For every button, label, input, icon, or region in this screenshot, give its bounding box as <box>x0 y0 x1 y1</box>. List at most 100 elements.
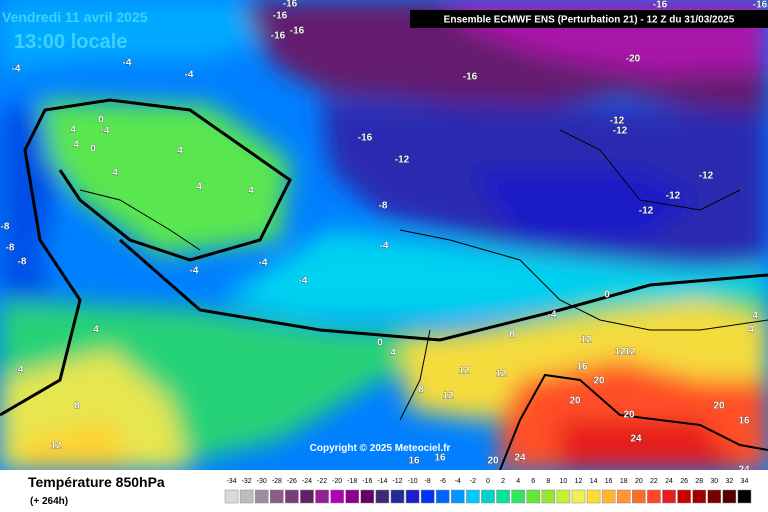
scale-swatch <box>692 489 706 504</box>
contour-label: 4 <box>752 311 758 322</box>
contour-label: -4 <box>123 58 132 69</box>
scale-label: -24 <box>302 478 312 485</box>
contour-label: 24 <box>630 434 642 445</box>
scale-label: -22 <box>317 478 327 485</box>
scale-label: -10 <box>408 478 418 485</box>
scale-swatch <box>285 489 299 504</box>
scale-swatch <box>571 489 586 504</box>
contour-label: 8 <box>74 401 80 412</box>
contour-label: -12 <box>666 191 681 202</box>
contour-label: 0 <box>604 290 610 301</box>
contour-label: 4 <box>70 125 76 136</box>
contour-label: 16 <box>408 456 420 467</box>
scale-swatch <box>435 489 450 504</box>
color-scale: -34 -32 -30 -28 -26 -24 -22 -20 -18 -16 -14 -12 -10-… <box>224 478 752 504</box>
scale-label: -2 <box>470 478 476 485</box>
contour-label: 12 <box>442 391 454 402</box>
scale-label: -32 <box>242 478 252 485</box>
contour-label: 16 <box>434 453 446 464</box>
contour-labels: -16-16-16-16-16 -16-20-16-4-4-4-16-12-12-… <box>0 0 768 476</box>
scale-label: 24 <box>665 478 673 485</box>
scale-label: -28 <box>272 478 282 485</box>
contour-label: 12 <box>458 366 470 377</box>
scale-swatch <box>511 489 525 504</box>
scale-swatch <box>556 489 571 504</box>
contour-label: 24 <box>514 453 526 464</box>
contour-label: 20 <box>623 410 635 421</box>
scale-swatch <box>496 489 510 504</box>
scale-label: 20 <box>635 478 643 485</box>
scale-label: 2 <box>501 478 505 485</box>
scale-swatch <box>330 489 344 504</box>
contour-label: 4 <box>390 348 396 359</box>
contour-label: -4 <box>190 266 199 277</box>
temperature-field <box>0 0 768 471</box>
scale-label: -16 <box>362 478 372 485</box>
contour-label: 8 <box>418 385 424 396</box>
scale-swatch <box>360 489 375 504</box>
contour-label: 4 <box>112 168 118 179</box>
scale-label: 14 <box>590 478 598 485</box>
scale-swatch <box>707 489 722 504</box>
copyright: Copyright © 2025 Meteociel.fr <box>310 443 451 454</box>
scale-label: 12 <box>575 478 583 485</box>
scale-label: 18 <box>620 478 628 485</box>
contour-label: -12 <box>610 116 625 127</box>
scale-swatch <box>420 489 435 504</box>
contour-label: -12 <box>395 155 410 166</box>
scale-swatch <box>677 489 691 504</box>
contour-label: 0 <box>377 338 383 349</box>
contour-label: -16 <box>358 133 373 144</box>
scale-label: 26 <box>680 478 688 485</box>
contour-label: -16 <box>271 31 286 42</box>
scale-swatch <box>451 489 465 504</box>
scale-swatch <box>647 489 661 504</box>
scale-swatch <box>300 489 314 504</box>
contour-label: -16 <box>653 0 668 11</box>
scale-label: 34 <box>741 478 749 485</box>
scale-swatch <box>662 489 676 504</box>
contour-label: -4 <box>101 126 110 137</box>
scale-swatch <box>315 489 329 504</box>
contour-label: -16 <box>463 72 478 83</box>
run-box <box>410 10 768 28</box>
contour-label: -4 <box>380 241 389 252</box>
scale-label: -8 <box>425 478 431 485</box>
contour-label: 12 <box>624 347 636 358</box>
scale-swatch <box>632 489 646 504</box>
scale-label: -12 <box>392 478 402 485</box>
forecast-date: Vendredi 11 avril 2025 <box>2 9 148 25</box>
forecast-time: 13:00 locale <box>14 31 127 53</box>
contour-label: 4 <box>73 140 79 151</box>
contour-label: 4 <box>196 182 202 193</box>
contour-label: 12 <box>614 347 626 358</box>
contour-label: 20 <box>593 376 605 387</box>
scale-label: 32 <box>725 478 733 485</box>
contour-label: -16 <box>753 0 768 11</box>
scale-label: -18 <box>347 478 357 485</box>
contour-label: -16 <box>283 0 298 10</box>
scale-label: -14 <box>377 478 387 485</box>
scale-label: 4 <box>516 478 520 485</box>
scale-swatch <box>390 489 405 504</box>
lead-time: (+ 264h) <box>30 496 68 507</box>
scale-swatch <box>541 489 556 504</box>
contour-label: -8 <box>1 222 10 233</box>
scale-label: 10 <box>560 478 568 485</box>
contour-label: -12 <box>613 126 628 137</box>
contour-label: 16 <box>738 416 750 427</box>
scale-label: 30 <box>710 478 718 485</box>
scale-swatch <box>405 489 420 504</box>
scale-label: -34 <box>226 478 236 485</box>
run-info: Ensemble ECMWF ENS (Perturbation 21) - 1… <box>444 15 735 26</box>
scale-label: 28 <box>695 478 703 485</box>
legend-title: Température 850hPa <box>28 474 165 490</box>
scale-swatch <box>239 489 254 504</box>
scale-label: 22 <box>650 478 658 485</box>
contour-label: 20 <box>487 456 499 467</box>
contour-label: -4 <box>15 365 24 376</box>
scale-swatch <box>526 489 541 504</box>
contour-label: 0 <box>98 115 104 126</box>
